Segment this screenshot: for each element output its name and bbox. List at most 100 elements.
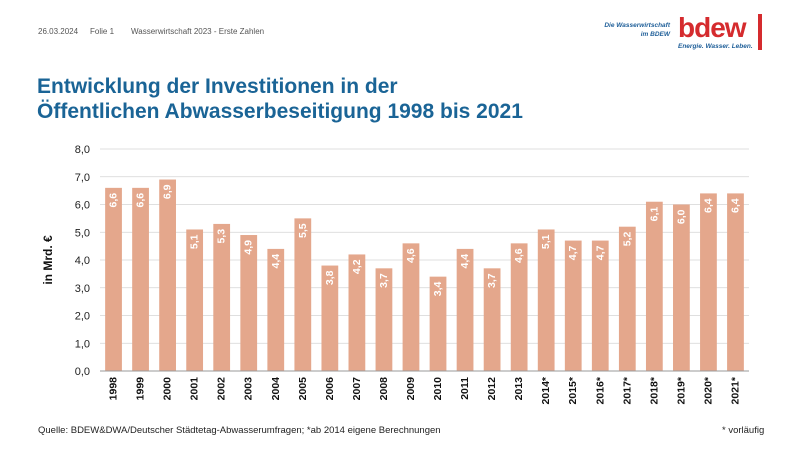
bar: [564, 240, 582, 371]
bar: [159, 179, 176, 371]
y-tick-label: 8,0: [75, 144, 90, 156]
x-tick-label: 2010: [432, 377, 444, 401]
value-label: 5,2: [621, 232, 633, 247]
x-tick-label: 2008: [378, 377, 390, 401]
bar: [375, 268, 393, 371]
bars: [105, 179, 744, 371]
x-tick-label: 2020*: [702, 376, 714, 404]
bdew-logo: bdew Energie. Wasser. Leben.: [678, 14, 758, 54]
bar: [348, 254, 366, 371]
y-axis-ticks: 0,0 1,0 2,0 3,0 4,0 5,0 6,0 7,0 8,0: [75, 144, 90, 378]
value-label: 4,7: [567, 245, 579, 260]
brand-tagline-line2: im BDEW: [640, 31, 670, 38]
bar: [294, 218, 312, 371]
value-label: 4,7: [594, 245, 606, 260]
x-tick-label: 2006: [324, 377, 336, 401]
bar: [402, 243, 420, 371]
x-tick-label: 2009: [405, 377, 417, 401]
bar: [240, 235, 258, 371]
brand-tagline: Die Wasserwirtschaft im BDEW: [550, 21, 670, 39]
value-label: 3,7: [486, 273, 498, 288]
bar: [267, 248, 285, 371]
value-label: 6,4: [729, 198, 741, 213]
bar: [105, 187, 122, 371]
bar: [537, 229, 555, 371]
bar: [673, 204, 690, 371]
y-axis-label: in Mrd. €: [41, 235, 55, 285]
bar: [321, 265, 339, 371]
source-note: Quelle: BDEW&DWA/Deutscher Städtetag-Abw…: [38, 425, 441, 436]
value-label: 4,2: [351, 259, 363, 274]
preliminary-footnote: * vorläufig: [722, 425, 765, 436]
y-tick-label: 0,0: [75, 366, 90, 378]
value-label: 6,4: [702, 198, 714, 213]
x-tick-label: 2015*: [567, 376, 579, 404]
logo-slogan: Energie. Wasser. Leben.: [678, 43, 753, 50]
value-label: 4,4: [270, 254, 282, 269]
x-tick-label: 1998: [108, 377, 120, 401]
x-tick-label: 2001: [189, 377, 201, 401]
bar: [456, 248, 474, 371]
value-label: 3,8: [324, 270, 336, 285]
value-label: 6,6: [108, 193, 120, 208]
x-tick-label: 2013: [513, 377, 525, 401]
bar: [186, 229, 204, 371]
x-tick-label: 2000: [162, 377, 174, 401]
y-tick-label: 1,0: [75, 338, 90, 350]
x-tick-label: 2003: [243, 377, 255, 401]
bar: [618, 226, 636, 371]
x-tick-label: 1999: [135, 377, 147, 401]
logo-wordmark: bdew: [678, 12, 747, 43]
y-tick-label: 6,0: [75, 200, 90, 212]
y-tick-label: 3,0: [75, 283, 90, 295]
chart-title-line2: Öffentlichen Abwasserbeseitigung 1998 bi…: [37, 100, 523, 123]
value-label: 5,5: [297, 223, 309, 238]
y-tick-label: 2,0: [75, 311, 90, 323]
x-tick-label: 2021*: [729, 376, 741, 404]
header-page-number: Folie 1: [90, 27, 115, 36]
chart-title-line1: Entwicklung der Investitionen in der: [37, 75, 398, 98]
brand-tagline-line1: Die Wasserwirtschaft: [604, 22, 670, 29]
logo-accent-bar: [758, 14, 762, 50]
value-label: 5,3: [216, 229, 228, 244]
value-label: 5,1: [189, 234, 201, 249]
value-label: 6,0: [675, 209, 687, 224]
y-tick-label: 5,0: [75, 227, 90, 239]
x-tick-label: 2005: [297, 377, 309, 401]
x-tick-label: 2014*: [540, 376, 552, 404]
bar: [483, 268, 501, 371]
bar: [213, 223, 231, 371]
value-label: 3,7: [378, 273, 390, 288]
x-axis-ticks: 1998 1999 2000 2001 2002 2003 2004 2005 2006 2007…: [108, 376, 742, 404]
y-tick-label: 4,0: [75, 255, 90, 267]
value-label: 4,9: [243, 240, 255, 255]
bar: [132, 187, 149, 371]
value-label: 4,6: [405, 248, 417, 263]
x-tick-label: 2017*: [621, 376, 633, 404]
x-tick-label: 2019*: [675, 376, 687, 404]
bar: [700, 193, 717, 371]
bar: [429, 276, 447, 371]
x-tick-label: 2011: [459, 377, 471, 400]
x-tick-label: 2012: [486, 377, 498, 401]
header-document-title: Wasserwirtschaft 2023 - Erste Zahlen: [131, 27, 265, 36]
value-label: 5,1: [540, 234, 552, 249]
x-tick-label: 2004: [270, 377, 282, 401]
bar: [591, 240, 609, 371]
header-date: 26.03.2024: [38, 27, 79, 36]
bar: [645, 201, 663, 371]
value-label: 6,9: [162, 184, 174, 199]
value-label: 6,1: [648, 207, 660, 222]
value-label: 4,6: [513, 248, 525, 263]
y-tick-label: 7,0: [75, 172, 90, 184]
value-label: 4,4: [459, 254, 471, 269]
x-tick-label: 2016*: [594, 376, 606, 404]
chart-title: Entwicklung der Investitionen in der Öff…: [37, 74, 737, 124]
bar: [727, 193, 744, 371]
value-label: 6,6: [135, 193, 147, 208]
bar: [510, 243, 528, 371]
value-labels: 6,6 6,6 6,9 5,1 5,3 4,9 4,4 5,5 3,8 4,2 3,7 4,6 3,4 4…: [108, 184, 742, 296]
value-label: 3,4: [432, 282, 444, 297]
x-tick-label: 2002: [216, 377, 228, 401]
